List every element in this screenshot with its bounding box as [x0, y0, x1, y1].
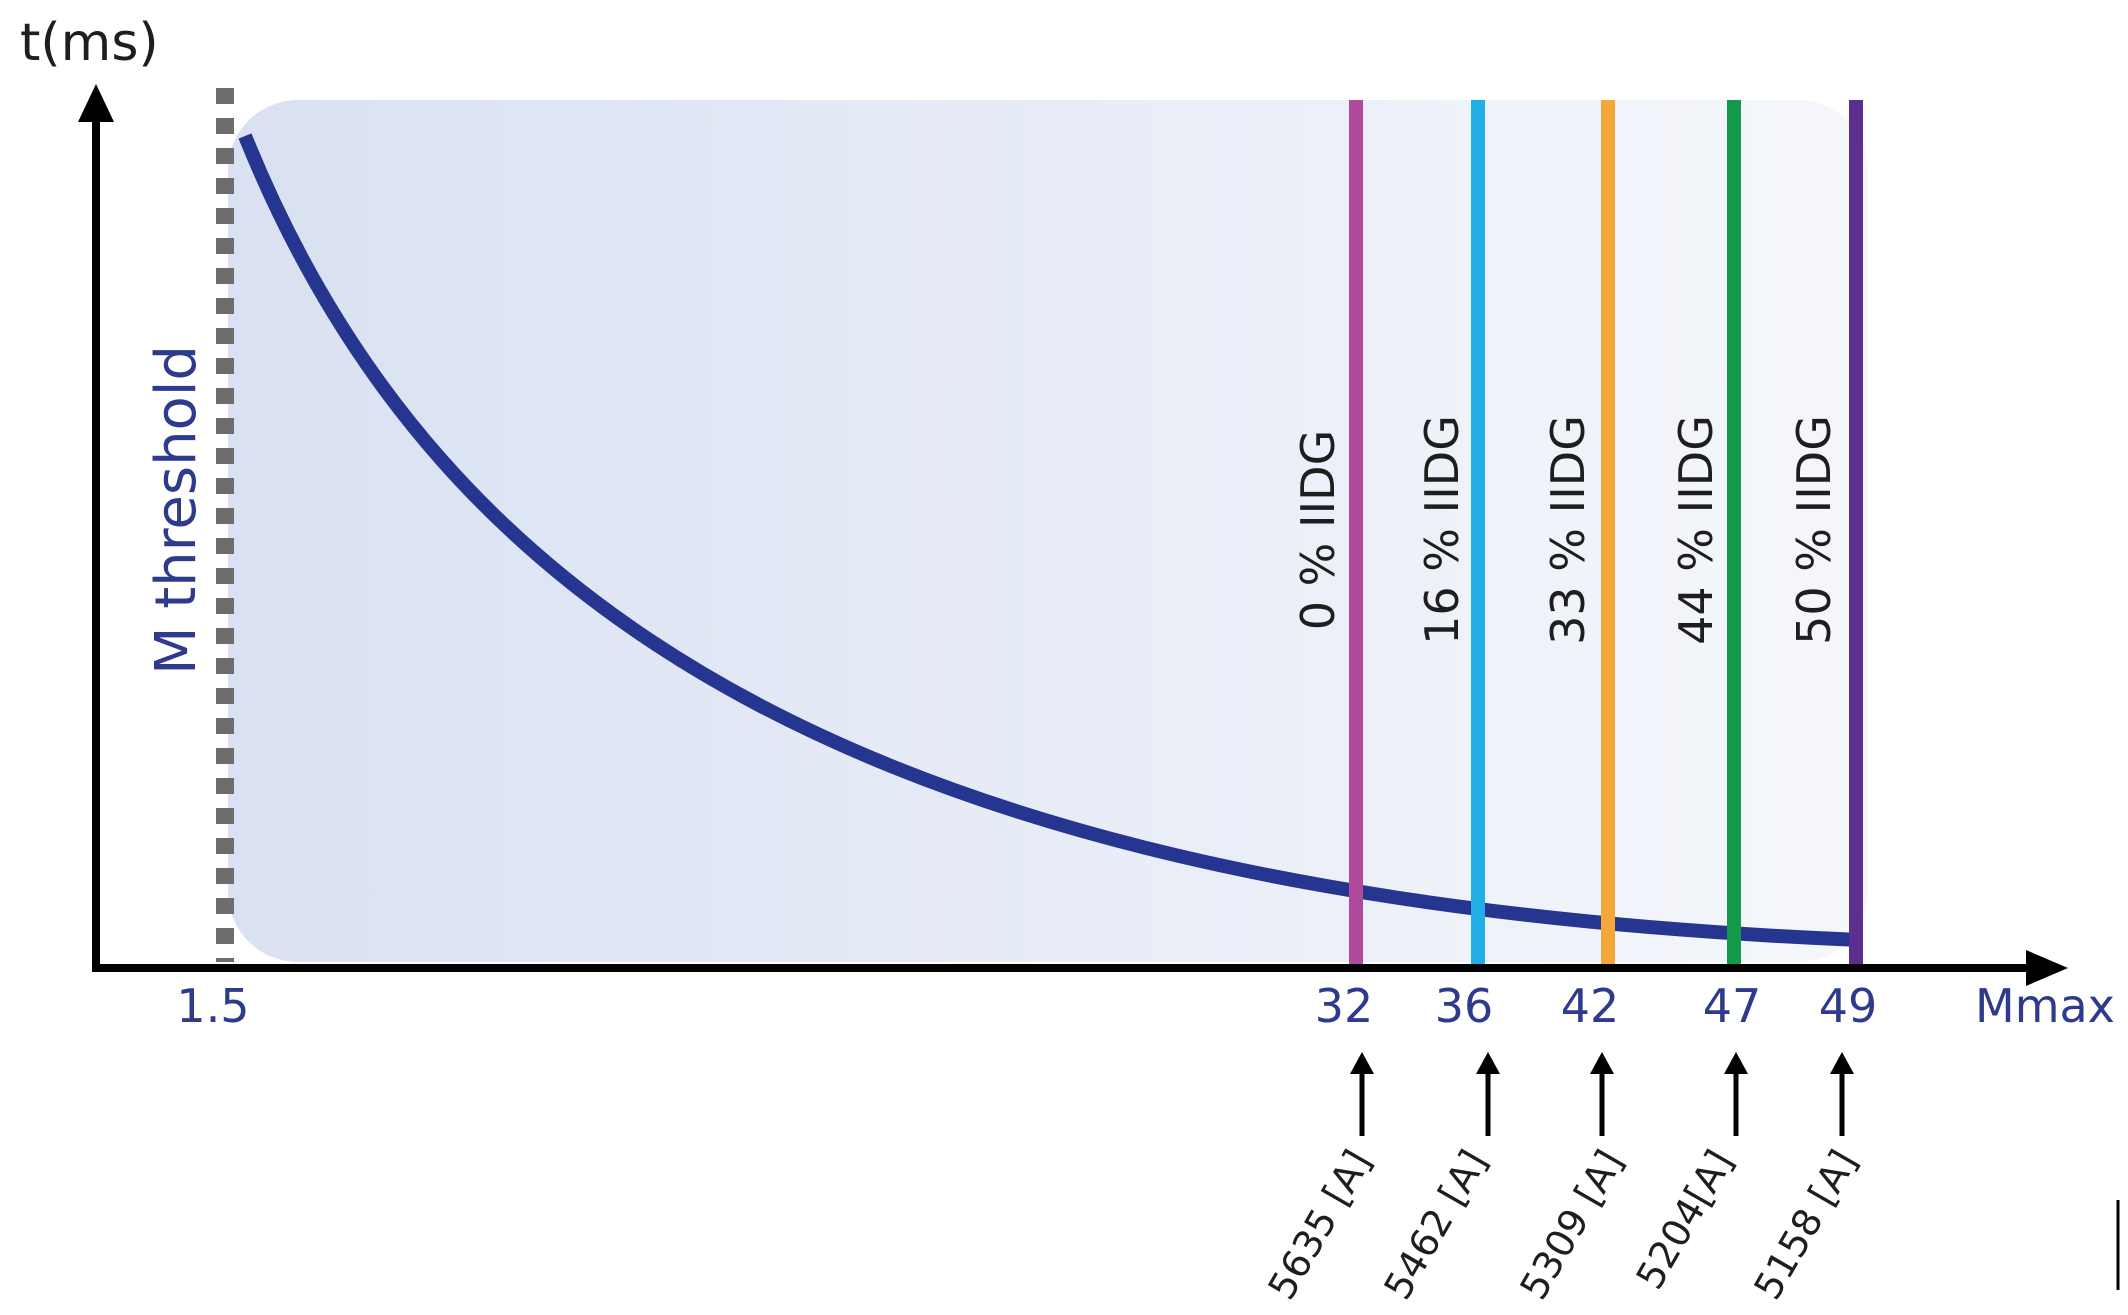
marker-label-4: 50 % IIDG — [1787, 415, 1841, 645]
y-axis-arrow-icon — [78, 84, 114, 122]
marker-label-0: 0 % IIDG — [1291, 430, 1345, 630]
up-arrow-icon — [1830, 1052, 1854, 1136]
operating-region — [228, 100, 1868, 962]
threshold-label: M threshold — [144, 345, 209, 675]
current-label-3: 5204[A] — [1628, 1143, 1742, 1297]
tick-3: 47 — [1703, 979, 1762, 1033]
current-arrows — [1350, 1052, 1854, 1136]
tick-threshold: 1.5 — [176, 979, 249, 1033]
current-label-1: 5462 [A] — [1375, 1143, 1495, 1307]
marker-labels: 0 % IIDG 16 % IIDG 33 % IIDG 44 % IIDG 5… — [1291, 415, 1841, 645]
marker-lines — [1349, 100, 1863, 966]
current-label-0: 5635 [A] — [1259, 1143, 1379, 1307]
tick-2: 42 — [1561, 979, 1620, 1033]
tick-4: 49 — [1819, 979, 1878, 1033]
up-arrow-icon — [1350, 1052, 1374, 1136]
x-axis-title: Mmax — [1975, 979, 2115, 1033]
marker-label-1: 16 % IIDG — [1415, 415, 1469, 645]
up-arrow-icon — [1590, 1052, 1614, 1136]
up-arrow-icon — [1476, 1052, 1500, 1136]
marker-label-3: 44 % IIDG — [1669, 415, 1723, 645]
current-labels: 5635 [A] 5462 [A] 5309 [A] 5204[A] 5158 … — [1259, 1143, 1865, 1307]
tick-labels: 1.5 32 36 42 47 49 — [176, 979, 1877, 1033]
current-label-4: 5158 [A] — [1745, 1143, 1865, 1307]
marker-label-2: 33 % IIDG — [1541, 415, 1595, 645]
decay-curve — [238, 133, 1861, 947]
axes — [78, 84, 2068, 986]
tick-0: 32 — [1315, 979, 1374, 1033]
x-axis-arrow-icon — [2026, 950, 2068, 986]
current-label-2: 5309 [A] — [1511, 1143, 1631, 1307]
up-arrow-icon — [1724, 1052, 1748, 1136]
tick-1: 36 — [1435, 979, 1494, 1033]
y-axis-title: t(ms) — [20, 13, 159, 73]
